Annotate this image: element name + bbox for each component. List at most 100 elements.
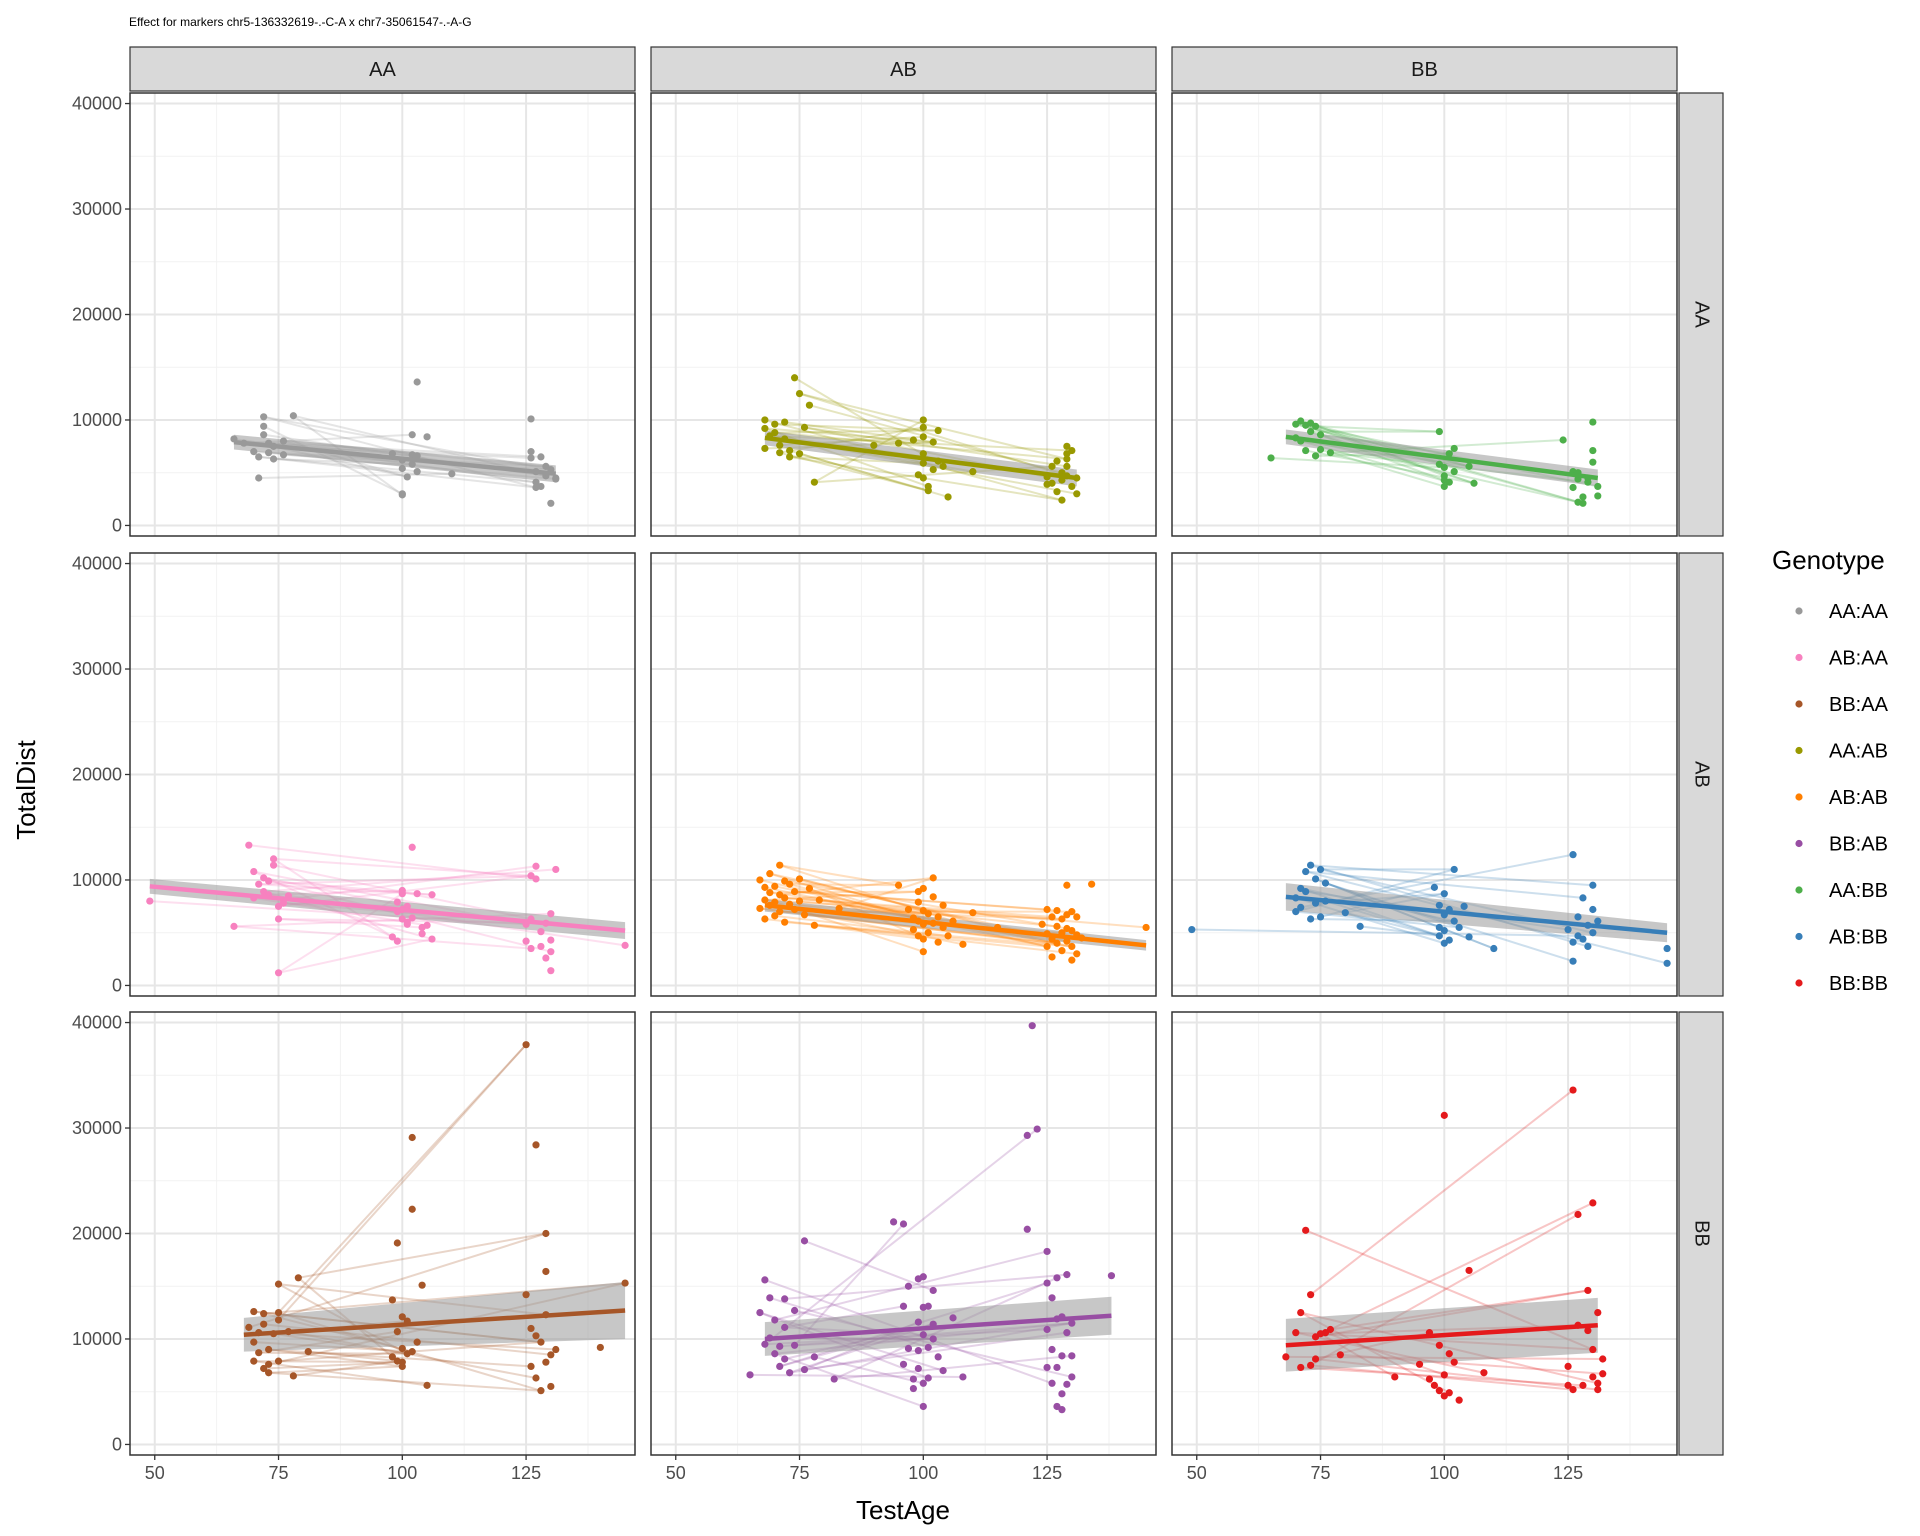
data-point xyxy=(274,1280,283,1288)
data-point xyxy=(776,441,784,449)
data-point xyxy=(1063,442,1071,450)
y-tick-label: 30000 xyxy=(72,199,122,219)
data-point xyxy=(904,905,913,914)
data-point xyxy=(1068,1352,1076,1360)
data-point xyxy=(1073,913,1081,921)
data-point xyxy=(413,378,421,386)
fit-line xyxy=(243,1308,626,1338)
legend-swatch xyxy=(1795,979,1803,987)
x-tick-label: 125 xyxy=(1032,1463,1062,1483)
data-point xyxy=(1053,457,1061,465)
data-point xyxy=(1589,458,1597,466)
data-point xyxy=(260,422,268,430)
connector-line xyxy=(277,1044,527,1314)
data-point xyxy=(255,880,263,888)
connector-line xyxy=(814,924,1048,948)
data-point xyxy=(790,1341,799,1349)
data-point xyxy=(790,887,799,896)
connector-line xyxy=(799,452,929,492)
data-point xyxy=(527,454,535,462)
data-point xyxy=(1043,1363,1051,1372)
data-point xyxy=(830,1375,838,1383)
data-point xyxy=(279,437,288,445)
data-point xyxy=(914,898,922,906)
confidence-band xyxy=(243,1282,626,1352)
data-point xyxy=(408,460,416,468)
data-point xyxy=(1068,927,1076,935)
data-point xyxy=(1470,479,1478,487)
data-point xyxy=(914,1318,922,1326)
data-point xyxy=(1302,867,1310,876)
connector-line xyxy=(258,874,532,886)
connector-line xyxy=(804,1239,934,1292)
data-point xyxy=(761,1276,769,1284)
data-point xyxy=(1569,851,1577,859)
row-strip-background xyxy=(1678,92,1724,537)
connector-line xyxy=(1310,864,1593,887)
data-point xyxy=(919,1273,927,1281)
data-point xyxy=(1321,879,1330,887)
connector-line xyxy=(278,938,433,974)
legend-item: BB:AA xyxy=(1795,694,1889,716)
data-point xyxy=(1579,493,1587,501)
data-point xyxy=(1311,452,1320,460)
data-point xyxy=(1073,950,1081,958)
legend-label: BB:BB xyxy=(1829,973,1888,995)
column-strip-background xyxy=(129,46,636,92)
y-axis: 0 10000 20000 30000 40000 xyxy=(72,554,130,995)
row-strip-ab: AB xyxy=(1678,552,1724,997)
row-strip-background xyxy=(1678,1011,1724,1456)
data-point xyxy=(1440,927,1448,935)
row-strip-label: AB xyxy=(1691,761,1713,788)
connector-line xyxy=(263,425,403,495)
fit-line xyxy=(149,884,626,933)
data-point xyxy=(909,1384,918,1393)
data-point xyxy=(919,433,927,441)
data-point xyxy=(1053,488,1061,496)
data-point xyxy=(1307,427,1315,436)
data-point xyxy=(776,1362,784,1370)
data-point xyxy=(1043,1247,1051,1256)
data-point xyxy=(388,1353,397,1361)
data-point xyxy=(1569,1086,1577,1094)
data-point xyxy=(1063,881,1071,889)
data-point xyxy=(1584,942,1592,951)
data-point xyxy=(924,1343,932,1352)
data-point xyxy=(1053,1363,1061,1372)
connector-line xyxy=(784,421,934,444)
connector-line xyxy=(804,426,1068,468)
data-point xyxy=(810,1353,818,1361)
data-point xyxy=(1048,479,1056,487)
y-axis: 0 10000 20000 30000 40000 xyxy=(72,1013,130,1454)
data-point xyxy=(250,1338,258,1346)
data-point xyxy=(795,875,804,883)
connector-line xyxy=(769,891,929,915)
legend-swatch xyxy=(1795,793,1803,801)
data-point xyxy=(1579,894,1587,902)
data-point xyxy=(547,910,555,918)
data-point xyxy=(1574,1210,1582,1219)
data-point xyxy=(245,1323,253,1331)
legend-label: AA:BB xyxy=(1829,880,1888,902)
data-point xyxy=(1063,1380,1071,1388)
data-point xyxy=(294,1274,302,1282)
data-point xyxy=(924,1302,932,1310)
data-point xyxy=(1599,1370,1607,1378)
connector-line xyxy=(263,868,556,893)
data-point xyxy=(279,899,288,907)
data-point xyxy=(413,452,421,460)
data-point xyxy=(929,465,937,474)
data-point xyxy=(1490,944,1498,953)
data-point xyxy=(1326,449,1335,457)
connector-line xyxy=(268,1371,541,1392)
data-point xyxy=(761,444,769,453)
legend-item: AB:BB xyxy=(1795,927,1888,949)
data-point xyxy=(776,449,784,457)
data-point xyxy=(260,1364,268,1373)
data-point xyxy=(547,1351,555,1359)
data-point xyxy=(924,487,932,495)
data-point xyxy=(1048,462,1056,470)
legend-item: AA:AB xyxy=(1795,741,1888,763)
data-point xyxy=(909,436,918,444)
data-point xyxy=(289,1372,297,1380)
